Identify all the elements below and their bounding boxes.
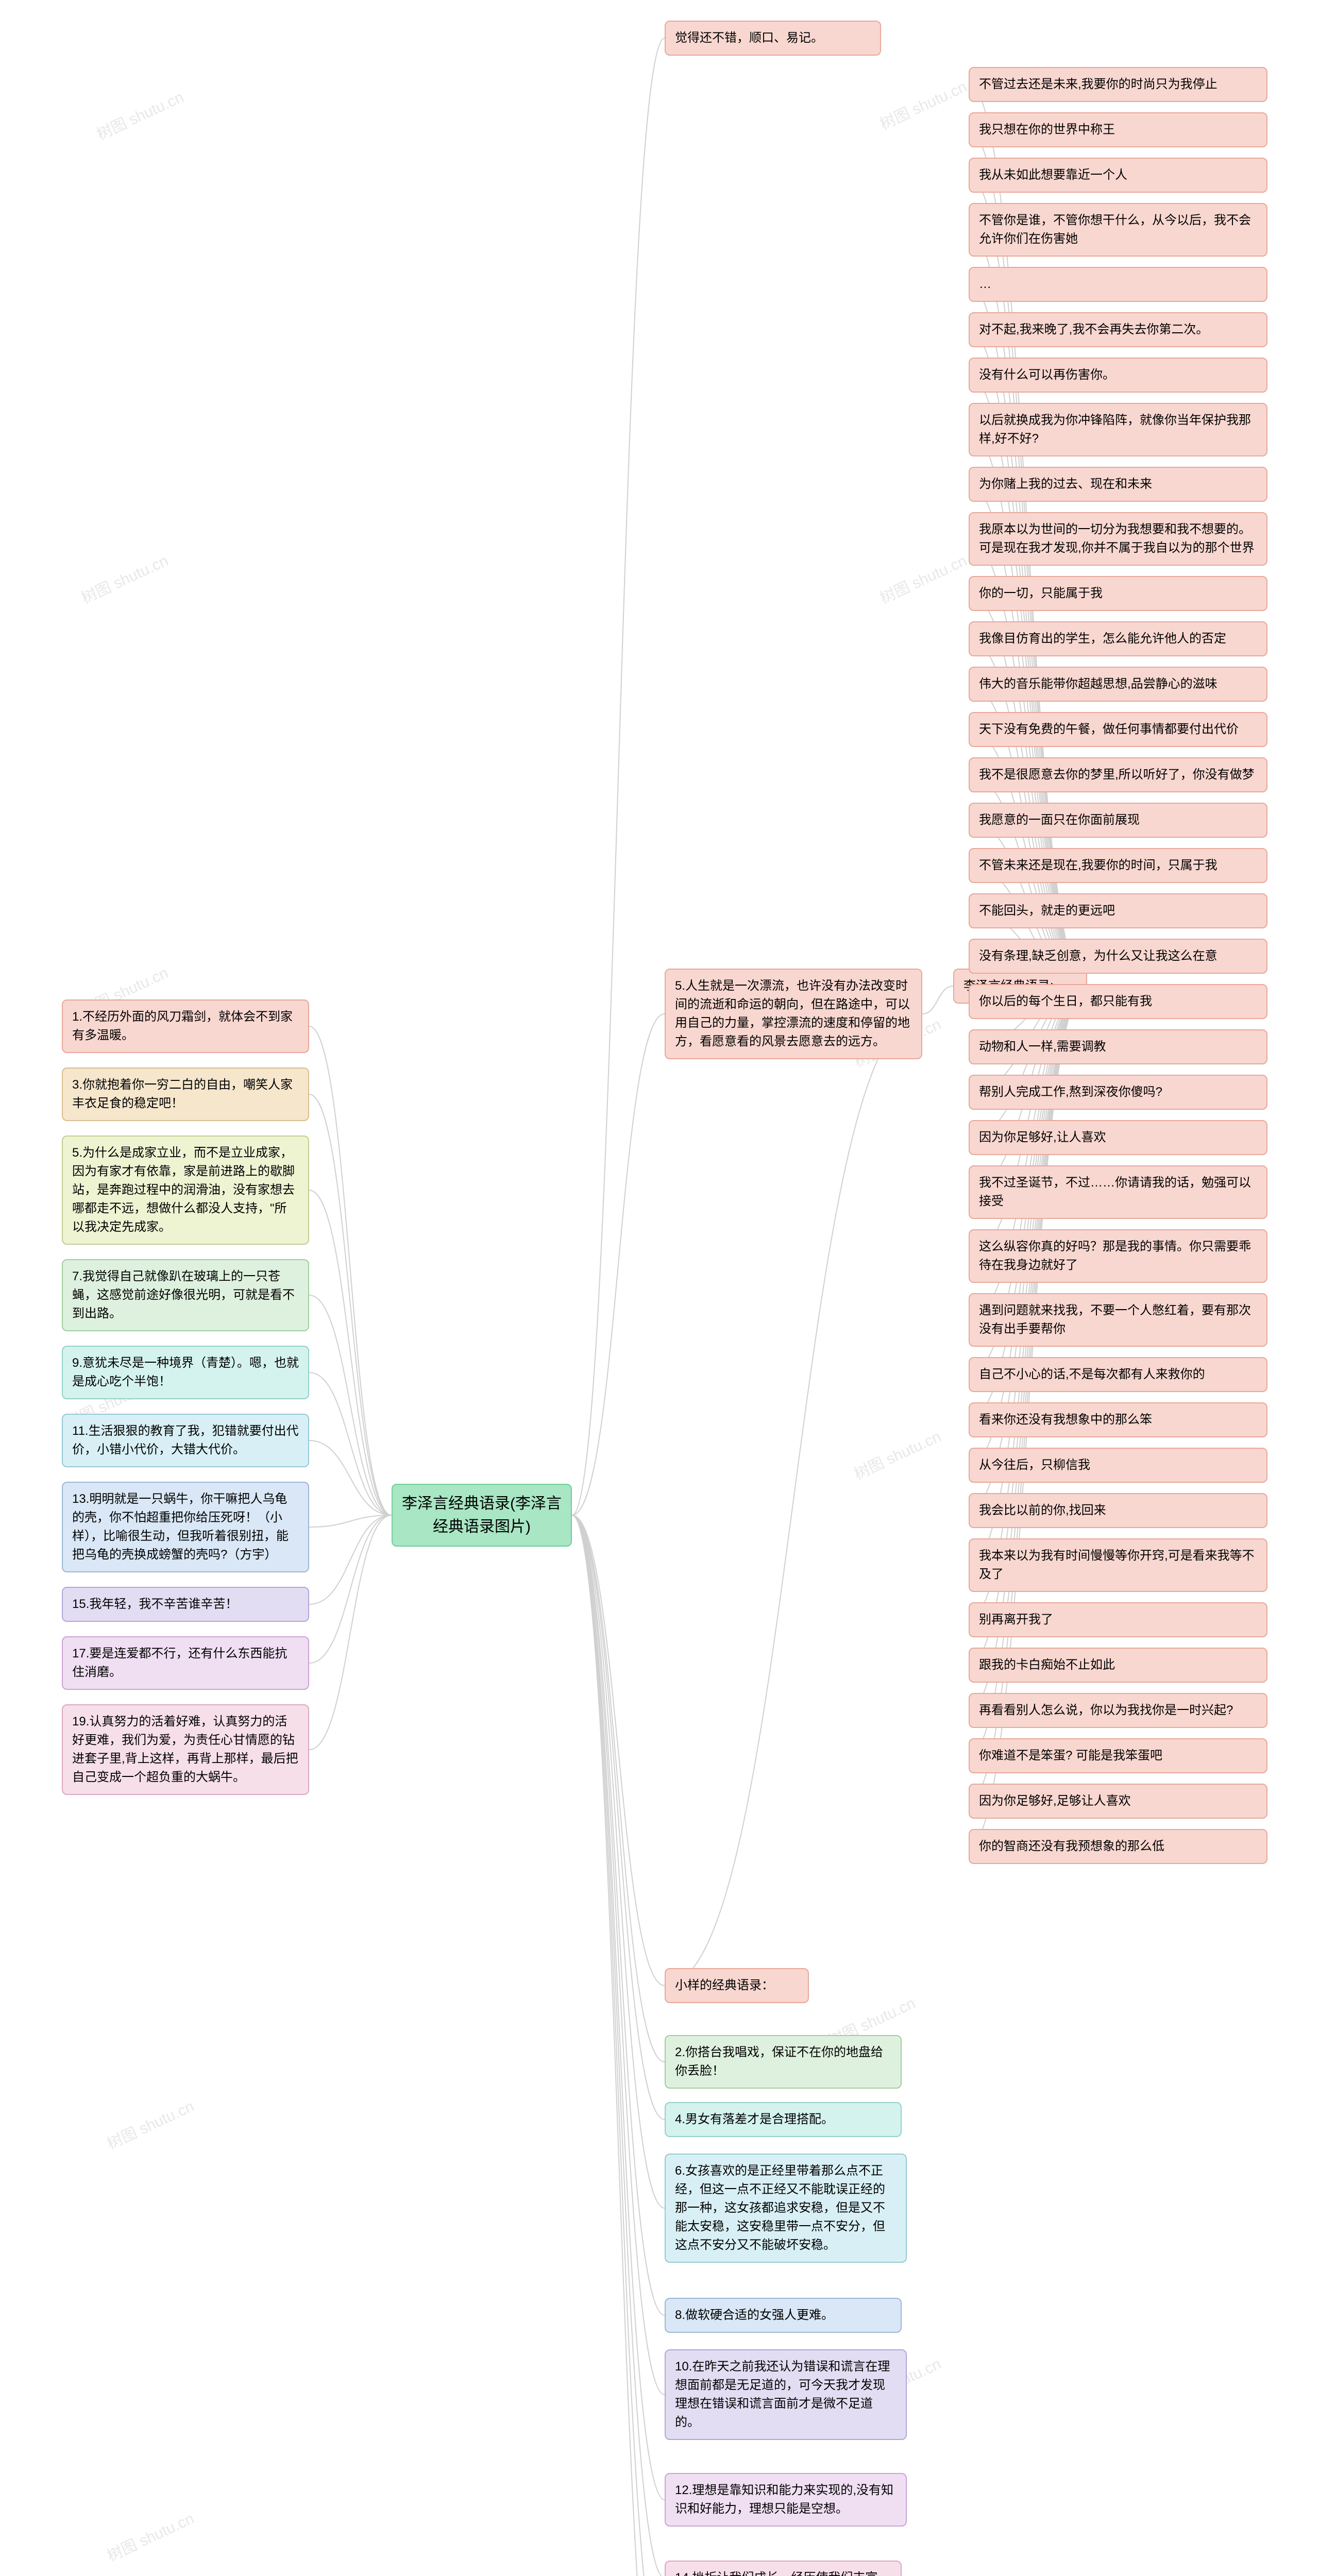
left-node-7[interactable]: 15.我年轻，我不辛苦谁辛苦！ <box>62 1587 309 1622</box>
leaf-node-2[interactable]: 我从未如此想要靠近一个人 <box>969 158 1267 193</box>
left-node-2[interactable]: 5.为什么是成家立业，而不是立业成家，因为有家才有依靠，家是前进路上的歇脚站，是… <box>62 1136 309 1245</box>
left-node-6[interactable]: 13.明明就是一只蜗牛，你干嘛把人乌龟的壳，你不怕超重把你给压死呀！（小样），比… <box>62 1482 309 1572</box>
root-node[interactable]: 李泽言经典语录(李泽言经典语录图片) <box>392 1484 572 1547</box>
leaf-node-35[interactable]: 因为你足够好,足够让人喜欢 <box>969 1784 1267 1819</box>
right-node-7[interactable]: 10.在昨天之前我还认为错误和谎言在理想面前都是无足道的，可今天我才发现理想在错… <box>665 2349 907 2440</box>
leaf-node-22[interactable]: 因为你足够好,让人喜欢 <box>969 1120 1267 1155</box>
right-node-2[interactable]: 小样的经典语录： <box>665 1968 809 2003</box>
leaf-node-19[interactable]: 你以后的每个生日，都只能有我 <box>969 984 1267 1019</box>
right-node-4[interactable]: 4.男女有落差才是合理搭配。 <box>665 2102 902 2137</box>
leaf-node-30[interactable]: 我本来以为我有时间慢慢等你开窍,可是看来我等不及了 <box>969 1538 1267 1592</box>
left-node-1[interactable]: 3.你就抱着你一穷二白的自由，嘲笑人家丰衣足食的稳定吧！ <box>62 1067 309 1121</box>
right-node-0[interactable]: 觉得还不错，顺口、易记。 <box>665 21 881 56</box>
leaf-node-17[interactable]: 不能回头，就走的更远吧 <box>969 893 1267 928</box>
watermark: 树图 shutu.cn <box>103 2506 197 2566</box>
leaf-node-11[interactable]: 我像目仿育出的学生，怎么能允许他人的否定 <box>969 621 1267 656</box>
leaf-node-4[interactable]: … <box>969 267 1267 302</box>
leaf-node-16[interactable]: 不管未来还是现在,我要你的时间，只属于我 <box>969 848 1267 883</box>
leaf-node-6[interactable]: 没有什么可以再伤害你。 <box>969 358 1267 393</box>
leaf-node-31[interactable]: 别再离开我了 <box>969 1602 1267 1637</box>
leaf-node-29[interactable]: 我会比以前的你,找回来 <box>969 1493 1267 1528</box>
leaf-node-14[interactable]: 我不是很愿意去你的梦里,所以听好了，你没有做梦 <box>969 757 1267 792</box>
watermark: 树图 shutu.cn <box>103 2094 197 2154</box>
leaf-node-27[interactable]: 看来你还没有我想象中的那么笨 <box>969 1402 1267 1437</box>
leaf-node-13[interactable]: 天下没有免费的午餐，做任何事情都要付出代价 <box>969 712 1267 747</box>
watermark: 树图 shutu.cn <box>92 84 187 145</box>
leaf-node-0[interactable]: 不管过去还是未来,我要你的时尚只为我停止 <box>969 67 1267 102</box>
right-node-9[interactable]: 14.挫折让我们成长，经历使我们丰富。 <box>665 2561 902 2576</box>
watermark: 树图 shutu.cn <box>875 74 970 134</box>
right-node-5[interactable]: 6.女孩喜欢的是正经里带着那么点不正经，但这一点不正经又不能耽误正经的那一种，这… <box>665 2154 907 2263</box>
leaf-node-5[interactable]: 对不起,我来晚了,我不会再失去你第二次。 <box>969 312 1267 347</box>
leaf-node-8[interactable]: 为你赌上我的过去、现在和未来 <box>969 467 1267 502</box>
right-node-8[interactable]: 12.理想是靠知识和能力来实现的,没有知识和好能力，理想只能是空想。 <box>665 2473 907 2527</box>
left-node-9[interactable]: 19.认真努力的活着好难，认真努力的活好更难，我们为爱，为责任心甘情愿的钻进套子… <box>62 1704 309 1795</box>
leaf-node-32[interactable]: 跟我的卡白痴始不止如此 <box>969 1648 1267 1683</box>
left-node-5[interactable]: 11.生活狠狠的教育了我，犯错就要付出代价，小错小代价，大错大代价。 <box>62 1414 309 1467</box>
watermark: 树图 shutu.cn <box>77 548 171 608</box>
leaf-node-21[interactable]: 帮别人完成工作,熬到深夜你傻吗? <box>969 1075 1267 1110</box>
leaf-node-1[interactable]: 我只想在你的世界中称王 <box>969 112 1267 147</box>
watermark: 树图 shutu.cn <box>875 548 970 608</box>
leaf-node-9[interactable]: 我原本以为世间的一切分为我想要和我不想要的。可是现在我才发现,你并不属于我自以为… <box>969 512 1267 566</box>
left-node-8[interactable]: 17.要是连爱都不行，还有什么东西能抗住消磨。 <box>62 1636 309 1690</box>
leaf-node-12[interactable]: 伟大的音乐能带你超越思想,品尝静心的滋味 <box>969 667 1267 702</box>
left-node-3[interactable]: 7.我觉得自己就像趴在玻璃上的一只苍蝇，这感觉前途好像很光明，可就是看不到出路。 <box>62 1259 309 1331</box>
leaf-node-15[interactable]: 我愿意的一面只在你面前展现 <box>969 803 1267 838</box>
right-node-3[interactable]: 2.你搭台我唱戏，保证不在你的地盘给你丢脸！ <box>665 2035 902 2089</box>
right-node-1[interactable]: 5.人生就是一次漂流，也许没有办法改变时间的流逝和命运的朝向，但在路途中，可以用… <box>665 969 922 1059</box>
left-node-0[interactable]: 1.不经历外面的风刀霜剑，就体会不到家有多温暖。 <box>62 999 309 1053</box>
leaf-node-23[interactable]: 我不过圣诞节，不过……你请请我的话，勉强可以接受 <box>969 1165 1267 1219</box>
leaf-node-28[interactable]: 从今往后，只柳信我 <box>969 1448 1267 1483</box>
leaf-node-36[interactable]: 你的智商还没有我预想象的那么低 <box>969 1829 1267 1864</box>
leaf-node-20[interactable]: 动物和人一样,需要调教 <box>969 1029 1267 1064</box>
leaf-node-18[interactable]: 没有条理,缺乏创意，为什么又让我这么在意 <box>969 939 1267 974</box>
left-node-4[interactable]: 9.意犹未尽是一种境界（青楚）。嗯，也就是成心吃个半饱！ <box>62 1346 309 1399</box>
leaf-node-26[interactable]: 自己不小心的话,不是每次都有人来救你的 <box>969 1357 1267 1392</box>
mindmap-canvas: 树图 shutu.cn 树图 shutu.cn 树图 shutu.cn 树图 shut… <box>0 0 1319 2576</box>
leaf-node-33[interactable]: 再看看别人怎么说，你以为我找你是一时兴起? <box>969 1693 1267 1728</box>
right-node-6[interactable]: 8.做软硬合适的女强人更难。 <box>665 2298 902 2333</box>
watermark: 树图 shutu.cn <box>850 1424 944 1484</box>
leaf-node-10[interactable]: 你的一切，只能属于我 <box>969 576 1267 611</box>
leaf-node-34[interactable]: 你难道不是笨蛋? 可能是我笨蛋吧 <box>969 1738 1267 1773</box>
leaf-node-25[interactable]: 遇到问题就来找我，不要一个人憋红着，要有那次没有出手要帮你 <box>969 1293 1267 1347</box>
leaf-node-24[interactable]: 这么纵容你真的好吗？那是我的事情。你只需要乖待在我身边就好了 <box>969 1229 1267 1283</box>
leaf-node-3[interactable]: 不管你是谁，不管你想干什么，从今以后，我不会允许你们在伤害她 <box>969 203 1267 257</box>
leaf-node-7[interactable]: 以后就换成我为你冲锋陷阵，就像你当年保护我那样,好不好? <box>969 403 1267 456</box>
